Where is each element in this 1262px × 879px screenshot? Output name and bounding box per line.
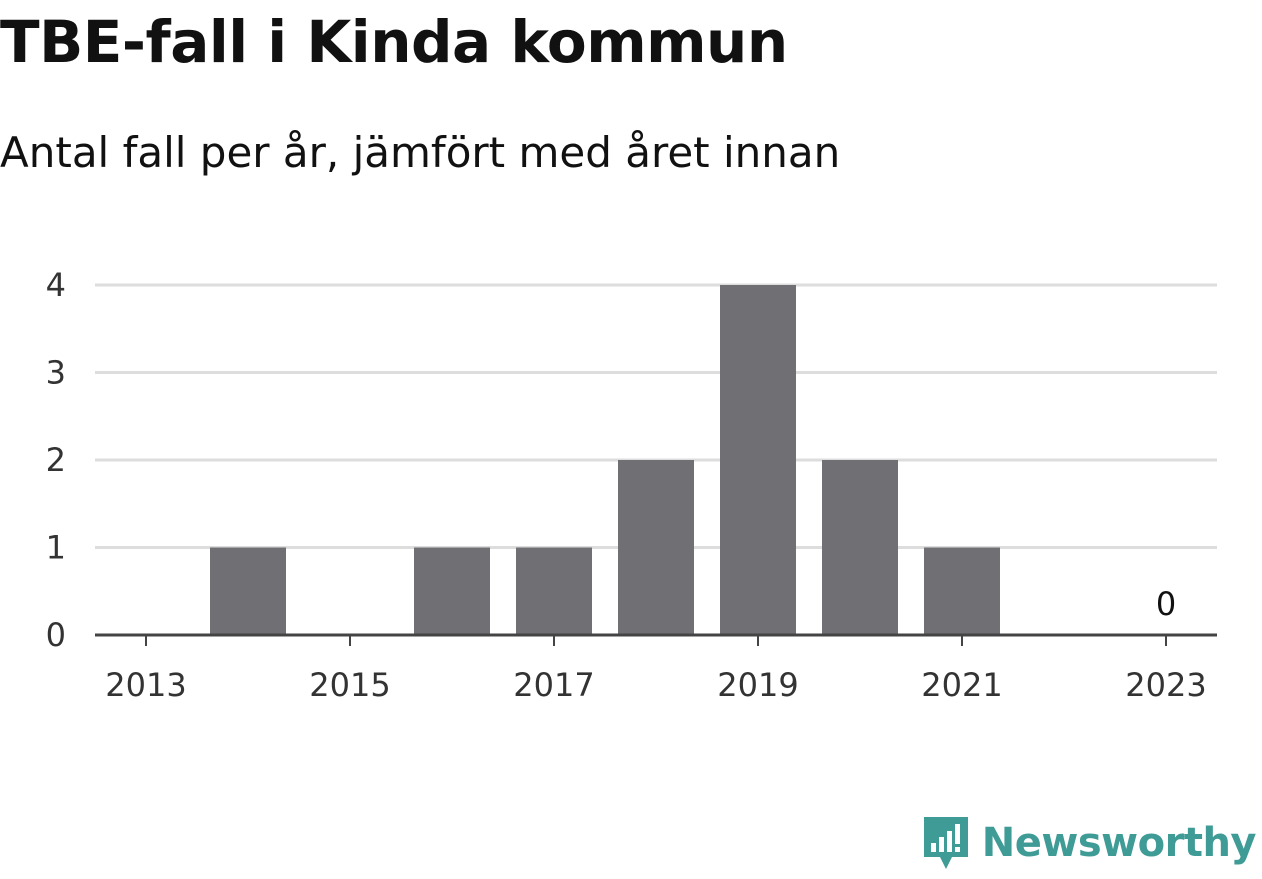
y-tick-label: 3 <box>46 354 66 392</box>
bar-2014 <box>210 547 286 635</box>
y-tick-label: 1 <box>46 529 66 567</box>
x-tick-label: 2013 <box>105 666 186 704</box>
y-tick-label: 4 <box>46 266 66 304</box>
axes <box>95 633 1217 646</box>
x-tick-label: 2015 <box>309 666 390 704</box>
bar-2017 <box>516 547 592 635</box>
bar-2020 <box>822 460 898 635</box>
data-label: 0 <box>1156 585 1176 623</box>
brand-logo: Newsworthy <box>922 815 1257 871</box>
x-tick-label: 2019 <box>717 666 798 704</box>
x-tick-label: 2021 <box>921 666 1002 704</box>
chart-title: TBE-fall i Kinda kommun <box>0 8 788 76</box>
bar-2016 <box>414 547 490 635</box>
chart-subtitle: Antal fall per år, jämfört med året inna… <box>0 128 841 177</box>
labels: 0 1 2 3 4 2013 2015 2017 2019 2021 2023 0 <box>46 266 1207 704</box>
y-tick-label: 2 <box>46 441 66 479</box>
x-tick-label: 2023 <box>1125 666 1206 704</box>
bar-2019 <box>720 285 796 635</box>
x-tick-label: 2017 <box>513 666 594 704</box>
y-tick-label: 0 <box>46 616 66 654</box>
newsworthy-logo-icon <box>923 817 968 869</box>
bar-2018 <box>618 460 694 635</box>
bar-2021 <box>924 547 1000 635</box>
bars <box>210 285 1000 635</box>
brand-name: Newsworthy <box>981 820 1257 866</box>
